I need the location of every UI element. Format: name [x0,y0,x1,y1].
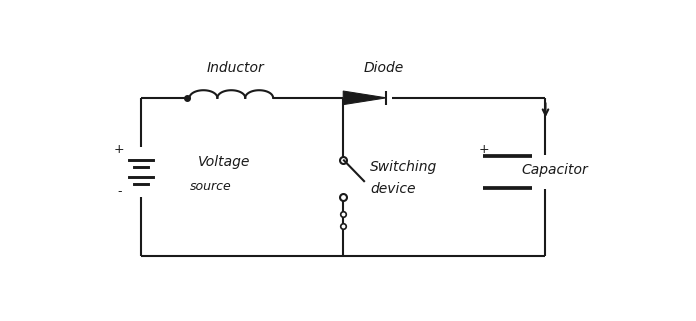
Text: -: - [117,185,122,198]
Text: source: source [190,180,232,193]
Text: +: + [114,143,125,156]
Text: Voltage: Voltage [198,155,251,169]
Text: Diode: Diode [363,61,404,75]
Text: +: + [478,143,489,156]
Text: Capacitor: Capacitor [521,162,588,177]
Polygon shape [343,91,386,105]
Text: device: device [370,182,416,196]
Text: Switching: Switching [370,160,437,174]
Text: Inductor: Inductor [207,61,264,75]
